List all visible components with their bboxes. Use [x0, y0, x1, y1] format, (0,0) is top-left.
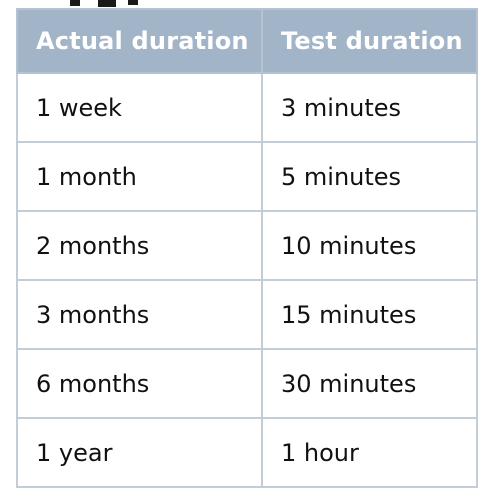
table-row: 1 year 1 hour [16, 417, 478, 488]
table-row: 3 months 15 minutes [16, 279, 478, 350]
duration-table: Actual duration Test duration 1 week 3 m… [16, 8, 478, 488]
column-header-test-duration: Test duration [261, 8, 478, 74]
actual-duration-cell: 6 months [16, 348, 263, 419]
test-duration-cell: 3 minutes [261, 72, 478, 143]
actual-duration-cell: 1 year [16, 417, 263, 488]
table-row: 1 week 3 minutes [16, 72, 478, 143]
actual-duration-cell: 3 months [16, 279, 263, 350]
test-duration-cell: 15 minutes [261, 279, 478, 350]
table-row: 1 month 5 minutes [16, 141, 478, 212]
test-duration-cell: 10 minutes [261, 210, 478, 281]
table-row: 2 months 10 minutes [16, 210, 478, 281]
test-duration-cell: 30 minutes [261, 348, 478, 419]
table-row: 6 months 30 minutes [16, 348, 478, 419]
test-duration-cell: 5 minutes [261, 141, 478, 212]
column-header-actual-duration: Actual duration [16, 8, 263, 74]
actual-duration-cell: 1 month [16, 141, 263, 212]
test-duration-cell: 1 hour [261, 417, 478, 488]
cropped-text-fragment [0, 0, 492, 16]
table-header-row: Actual duration Test duration [16, 8, 478, 74]
actual-duration-cell: 1 week [16, 72, 263, 143]
actual-duration-cell: 2 months [16, 210, 263, 281]
